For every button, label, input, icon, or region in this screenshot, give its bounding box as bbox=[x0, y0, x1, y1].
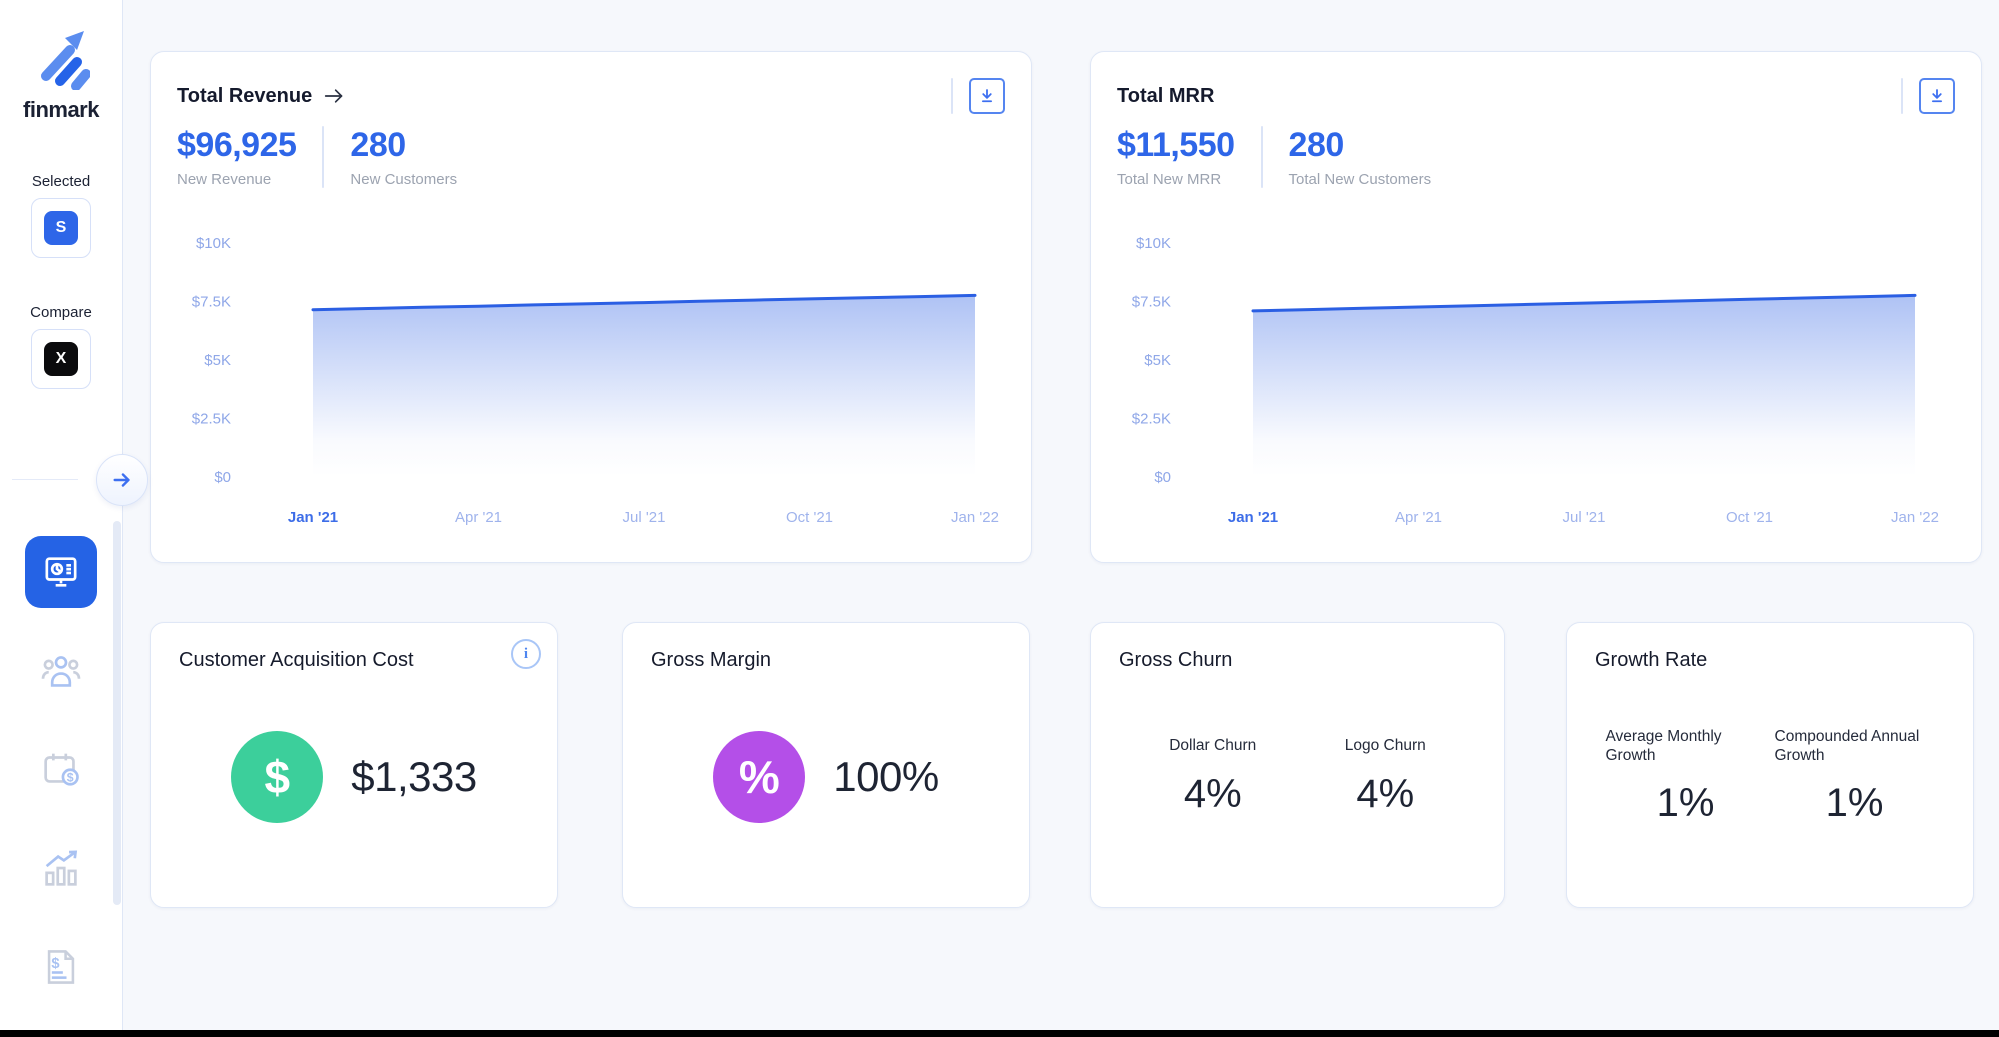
card-title: Total MRR bbox=[1117, 84, 1215, 107]
bottom-bar bbox=[0, 1030, 1999, 1037]
new-revenue-label: New Revenue bbox=[177, 171, 272, 188]
gross-margin-value: 100% bbox=[833, 752, 939, 800]
svg-text:$2.5K: $2.5K bbox=[192, 411, 231, 428]
cac-card: i Customer Acquisition Cost $ $1,333 bbox=[150, 622, 558, 908]
svg-text:Apr '21: Apr '21 bbox=[455, 509, 502, 526]
total-revenue-card: Total Revenue $96,925 New Revenue bbox=[150, 51, 1032, 563]
stat-divider bbox=[322, 126, 325, 188]
svg-text:$10K: $10K bbox=[1136, 235, 1171, 252]
header-divider bbox=[951, 78, 953, 114]
download-button[interactable] bbox=[1919, 78, 1955, 114]
avg-monthly-growth-label: Average Monthly Growth bbox=[1605, 727, 1722, 764]
svg-text:Jan '21: Jan '21 bbox=[288, 509, 338, 526]
arrow-right-icon bbox=[325, 89, 343, 103]
dollar-churn-label: Dollar Churn bbox=[1169, 737, 1257, 755]
invoice-dollar-icon: $ bbox=[47, 950, 75, 984]
sidebar-item-dashboard[interactable] bbox=[25, 536, 97, 608]
svg-text:$5K: $5K bbox=[1144, 352, 1171, 369]
svg-text:$7.5K: $7.5K bbox=[1132, 294, 1171, 311]
total-new-customers-value: 280 bbox=[1288, 126, 1345, 164]
svg-text:$0: $0 bbox=[1154, 469, 1171, 486]
total-mrr-title: Total MRR bbox=[1117, 85, 1214, 108]
svg-text:$2.5K: $2.5K bbox=[1132, 411, 1171, 428]
compare-scenario-tile[interactable]: X bbox=[31, 329, 91, 389]
arrow-right-icon bbox=[113, 473, 130, 487]
gross-churn-card: Gross Churn Dollar Churn 4% Logo Churn 4… bbox=[1090, 622, 1505, 908]
dollar-churn-value: 4% bbox=[1183, 771, 1242, 816]
svg-text:$: $ bbox=[51, 956, 59, 972]
sidebar-item-customers[interactable] bbox=[25, 636, 97, 708]
gross-churn-title: Gross Churn bbox=[1119, 649, 1233, 671]
logo-churn-value: 4% bbox=[1356, 771, 1415, 816]
avg-monthly-growth-value: 1% bbox=[1656, 781, 1715, 826]
brand-logo[interactable]: finmark bbox=[0, 0, 122, 123]
sidebar-item-revenue[interactable] bbox=[25, 833, 97, 905]
svg-text:$7.5K: $7.5K bbox=[192, 294, 231, 311]
card-title: Total Revenue bbox=[177, 84, 313, 107]
svg-text:Oct '21: Oct '21 bbox=[1726, 509, 1773, 526]
download-button[interactable] bbox=[969, 78, 1005, 114]
svg-text:$10K: $10K bbox=[196, 235, 231, 252]
sidebar-item-statements[interactable]: $ bbox=[25, 931, 97, 1003]
info-icon[interactable]: i bbox=[511, 639, 541, 669]
total-new-customers-label: Total New Customers bbox=[1288, 171, 1432, 188]
brand-name: finmark bbox=[23, 97, 99, 122]
svg-text:$: $ bbox=[67, 770, 74, 784]
gross-margin-title: Gross Margin bbox=[651, 649, 772, 671]
stat-divider bbox=[1260, 126, 1263, 188]
download-icon bbox=[981, 89, 993, 103]
dollar-icon: $ bbox=[231, 730, 324, 823]
total-new-mrr-value: $11,550 bbox=[1117, 126, 1235, 164]
gross-margin-card: Gross Margin % 100% bbox=[622, 622, 1030, 908]
svg-text:Apr '21: Apr '21 bbox=[1395, 509, 1442, 526]
svg-text:Jan '21: Jan '21 bbox=[1228, 509, 1278, 526]
svg-text:$5K: $5K bbox=[204, 352, 231, 369]
svg-text:Jul '21: Jul '21 bbox=[623, 509, 666, 526]
selected-scenario-tile[interactable]: S bbox=[31, 198, 91, 258]
svg-text:Oct '21: Oct '21 bbox=[786, 509, 833, 526]
selected-label: Selected bbox=[31, 173, 91, 190]
bar-chart-arrow-icon bbox=[45, 850, 78, 886]
new-customers-value: 280 bbox=[350, 126, 406, 164]
percent-icon: % bbox=[713, 730, 806, 823]
compounded-annual-growth-label: Compounded Annual Growth bbox=[1774, 727, 1920, 764]
cac-value: $1,333 bbox=[351, 752, 477, 800]
svg-text:$0: $0 bbox=[214, 469, 231, 486]
cac-title: Customer Acquisition Cost bbox=[179, 649, 414, 671]
calendar-dollar-icon: $ bbox=[44, 753, 79, 786]
total-new-mrr-label: Total New MRR bbox=[1117, 171, 1222, 188]
new-revenue-value: $96,925 bbox=[177, 126, 297, 164]
compare-label: Compare bbox=[30, 304, 92, 321]
header-divider bbox=[1901, 78, 1903, 114]
sidebar-expand-button[interactable] bbox=[96, 454, 148, 506]
sidebar-scrollbar[interactable] bbox=[113, 521, 121, 905]
growth-rate-card: Growth Rate Average Monthly Growth 1% Co… bbox=[1566, 622, 1974, 908]
svg-text:Jul '21: Jul '21 bbox=[1563, 509, 1606, 526]
sidebar: finmark Selected S Compare X bbox=[0, 0, 123, 1030]
svg-text:Jan '22: Jan '22 bbox=[1891, 509, 1939, 526]
scenario-badge-x: X bbox=[44, 342, 78, 376]
sidebar-divider bbox=[12, 479, 78, 480]
monitor-pie-chart-icon bbox=[45, 557, 77, 587]
total-mrr-card: Total MRR $11,550 Total New MRR 280 Tota… bbox=[1090, 51, 1982, 563]
people-group-icon bbox=[41, 656, 81, 687]
download-icon bbox=[1931, 89, 1943, 103]
new-customers-label: New Customers bbox=[350, 171, 458, 188]
svg-text:Jan '22: Jan '22 bbox=[951, 509, 999, 526]
compounded-annual-growth-value: 1% bbox=[1825, 781, 1884, 826]
finmark-logo-icon bbox=[41, 31, 91, 91]
total-revenue-title-link[interactable]: Total Revenue bbox=[177, 85, 344, 108]
sidebar-item-payroll[interactable]: $ bbox=[25, 733, 97, 805]
scenario-badge-s: S bbox=[44, 211, 78, 245]
logo-churn-label: Logo Churn bbox=[1344, 737, 1426, 755]
growth-rate-title: Growth Rate bbox=[1595, 649, 1708, 671]
